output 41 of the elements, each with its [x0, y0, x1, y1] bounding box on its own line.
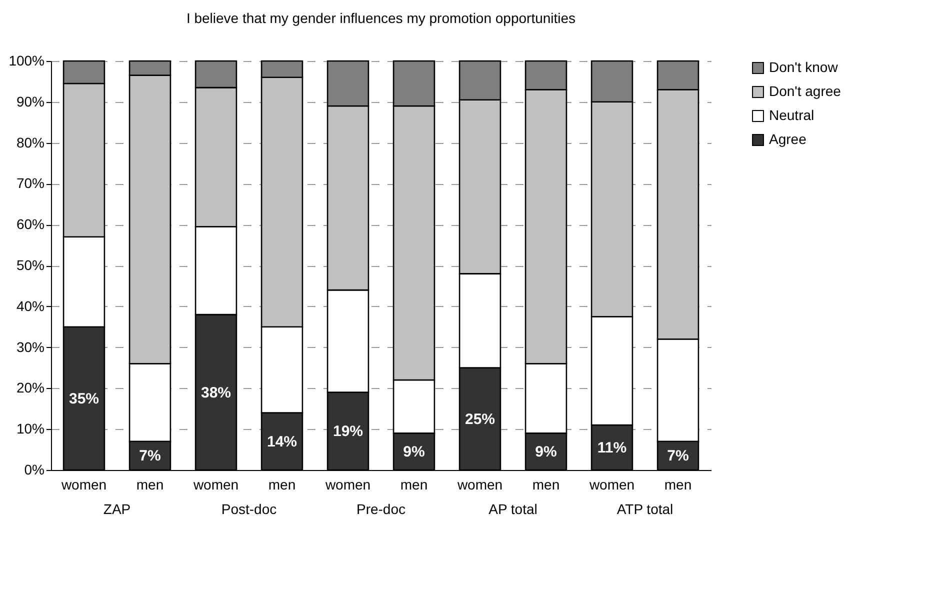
- text: Pre-doc: [356, 501, 406, 517]
- data-label: 14%: [266, 433, 298, 450]
- data-label: 35%: [68, 390, 100, 408]
- text: ZAP: [103, 501, 131, 517]
- x-tick-label: women: [588, 476, 635, 492]
- x-tick-label: women: [60, 476, 107, 492]
- y-tick-label: 10%: [16, 420, 44, 437]
- legend-label: Neutral: [769, 107, 814, 123]
- y-tick-label: 0%: [24, 462, 44, 478]
- x-tick-label: women: [324, 476, 371, 492]
- text: ATP total: [616, 501, 674, 517]
- y-tick-label: 40%: [16, 298, 44, 314]
- text: Post-doc: [221, 501, 277, 517]
- data-label: 9%: [535, 444, 557, 461]
- y-tick-label: 50%: [16, 257, 44, 273]
- x-tick-label: women: [456, 476, 503, 492]
- chart-title: I believe that my gender influences my promotion opportunities: [186, 10, 576, 26]
- data-label: 25%: [464, 410, 496, 428]
- x-tick-label: men: [136, 476, 164, 492]
- legend-label: Agree: [769, 131, 807, 147]
- y-tick-label: 60%: [16, 216, 44, 232]
- data-label: 11%: [597, 440, 627, 457]
- x-tick-label: men: [664, 476, 692, 492]
- data-label: 19%: [332, 423, 364, 440]
- data-label: 7%: [139, 448, 161, 465]
- y-tick-label: 20%: [16, 380, 44, 396]
- legend-label: Don't agree: [769, 83, 842, 99]
- x-tick-label: women: [192, 476, 239, 492]
- x-tick-label: men: [400, 476, 428, 492]
- legend-label: Don't know: [769, 59, 839, 75]
- y-tick-label: 70%: [16, 175, 44, 192]
- x-tick-label: men: [532, 476, 560, 492]
- y-tick-label: 100%: [8, 52, 44, 68]
- y-tick-label: 80%: [16, 134, 44, 150]
- data-label: 9%: [403, 444, 425, 461]
- y-tick-label: 90%: [16, 93, 44, 110]
- x-tick-label: men: [268, 476, 296, 492]
- text: AP total: [488, 501, 538, 517]
- data-label: 38%: [200, 384, 232, 402]
- y-tick-label: 30%: [16, 338, 44, 355]
- data-label: 7%: [667, 448, 689, 465]
